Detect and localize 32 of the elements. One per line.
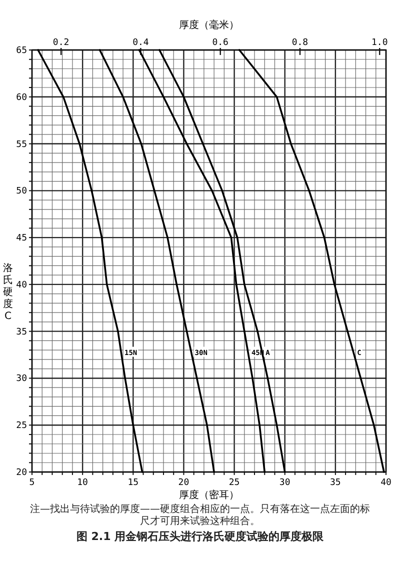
x-tick-label: 20: [178, 478, 190, 488]
x2-tick-label: 0.8: [292, 38, 308, 48]
line-series: [158, 49, 286, 473]
x-tick-label: 10: [77, 478, 88, 488]
x2-tick-label: 1.0: [371, 38, 388, 48]
x2-tick-label: 0.4: [132, 38, 149, 48]
y-tick-label: 25: [16, 421, 27, 432]
line-series: [98, 49, 215, 473]
line-series: [138, 49, 266, 473]
y-tick-label: 20: [16, 468, 27, 478]
line-series: [37, 49, 144, 473]
y-tick-label: 50: [16, 186, 27, 197]
x-axis-title: 厚度（密耳）: [179, 489, 239, 501]
y-axis-title: 洛氏硬度C: [3, 262, 13, 322]
x-tick-label: 35: [330, 478, 341, 488]
y-tick-label: 60: [16, 92, 27, 103]
x2-tick-label: 0.6: [212, 38, 228, 48]
y-tick-label: 35: [16, 327, 27, 338]
y-tick-label: 45: [16, 234, 27, 244]
x-tick-label: 40: [380, 478, 392, 488]
text: 注—找出与待试验的厚度——硬度组合相应的一点。只有落在这一点左面的标尺才可用来试验这种组合。: [30, 504, 370, 528]
x-tick-label: 25: [228, 478, 240, 488]
y-tick-label: 55: [16, 140, 27, 150]
y-tick-label: 40: [16, 280, 27, 290]
caption: 图 2.1 用金钢石压头进行洛氏硬度试验的厚度极限: [75, 530, 325, 543]
x-tick-label: 5: [29, 478, 35, 488]
x2-tick-label: 0.2: [52, 38, 70, 48]
y-tick-label: 65: [16, 46, 27, 56]
x-tick-label: 15: [128, 478, 139, 488]
x-tick-label: 30: [279, 478, 290, 488]
x2-axis-title: 厚度（毫米）: [179, 19, 239, 31]
y-tick-label: 30: [16, 374, 27, 384]
